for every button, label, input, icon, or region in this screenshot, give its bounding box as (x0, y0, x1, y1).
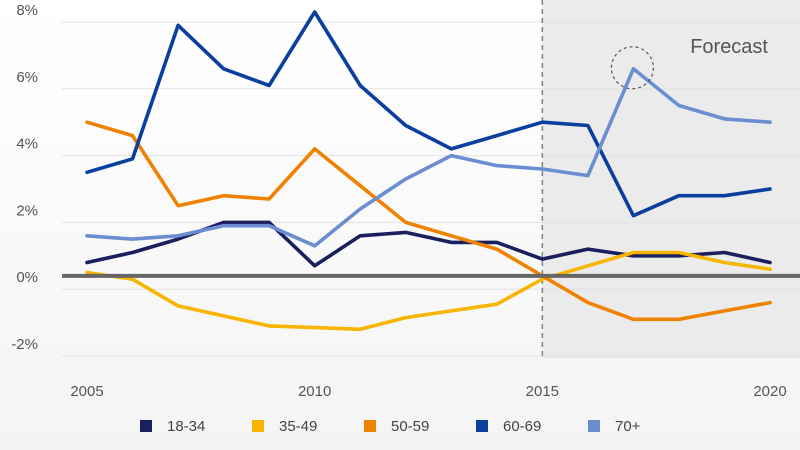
legend-swatch (588, 420, 600, 432)
legend-label: 60-69 (503, 418, 541, 435)
y-tick-label: -2% (11, 336, 38, 353)
legend-label: 70+ (615, 418, 641, 435)
legend-label: 18-34 (167, 418, 205, 435)
gridlines (62, 21, 800, 357)
y-tick-label: 8% (16, 2, 38, 19)
legend-label: 35-49 (279, 418, 317, 435)
y-tick-label: 0% (16, 269, 38, 286)
highlight-circle (610, 46, 655, 90)
x-tick-label: 2010 (298, 383, 331, 400)
y-tick-label: 4% (16, 136, 38, 153)
forecast-label: Forecast (690, 36, 768, 58)
y-axis-ticks: 8% 6% 4% 2% 0% -2% (11, 2, 38, 353)
legend-swatch (140, 420, 152, 432)
legend-swatch (364, 420, 376, 432)
series-line-50-59 (85, 120, 772, 322)
series-line-60-69 (85, 10, 772, 218)
x-tick-label: 2005 (70, 383, 103, 400)
x-axis-ticks: 2005 2010 2015 2020 (70, 383, 786, 400)
legend-label: 50-59 (391, 418, 429, 435)
forecast-region (542, 0, 800, 358)
x-tick-label: 2020 (753, 383, 786, 400)
y-tick-label: 6% (16, 69, 38, 86)
series-lines (85, 10, 772, 332)
x-tick-label: 2015 (526, 383, 559, 400)
y-tick-label: 2% (16, 202, 38, 219)
series-line-35-49 (85, 250, 772, 332)
legend: 18-34 35-49 50-59 60-69 70+ (140, 418, 641, 435)
legend-swatch (476, 420, 488, 432)
series-line-70+ (85, 67, 772, 248)
legend-swatch (252, 420, 264, 432)
